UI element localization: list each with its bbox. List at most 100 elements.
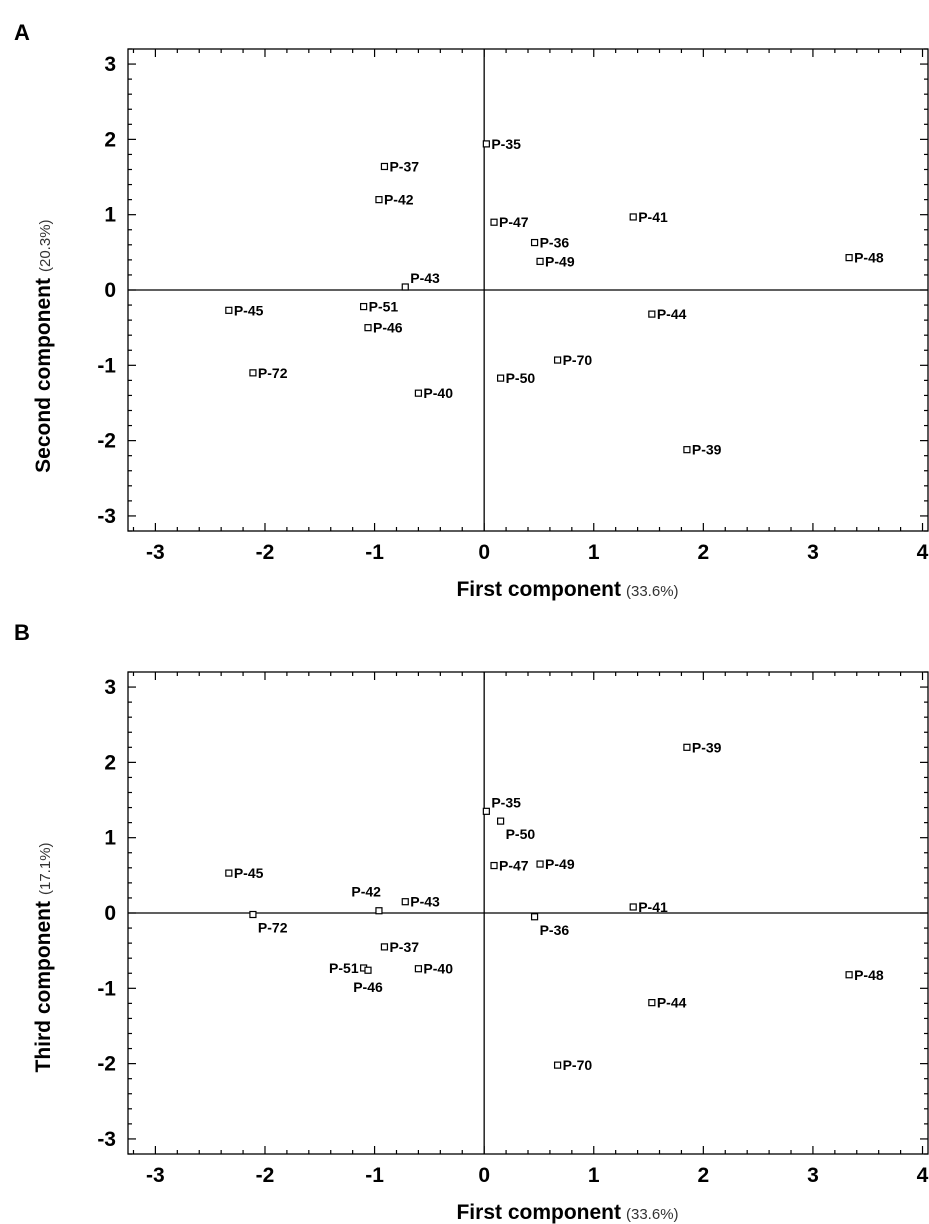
y-tick-label: -2 xyxy=(97,430,116,453)
point-label-p-35: P-35 xyxy=(491,794,521,810)
y-tick-label: -2 xyxy=(97,1053,116,1076)
y-tick-label: 2 xyxy=(104,128,116,151)
panel-letter-b: B xyxy=(14,620,30,645)
panel-letter-a: A xyxy=(14,20,30,45)
y-axis-pct-a: (20.3%) xyxy=(37,219,54,272)
data-point-p-70 xyxy=(553,356,562,364)
point-label-p-41: P-41 xyxy=(638,899,668,915)
data-point-p-36 xyxy=(530,238,539,247)
point-label-p-37: P-37 xyxy=(389,939,419,955)
point-label-p-39: P-39 xyxy=(692,739,722,755)
point-label-p-41: P-41 xyxy=(638,209,668,225)
point-label-p-72: P-72 xyxy=(258,365,288,381)
y-tick-label: 3 xyxy=(104,53,116,76)
point-label-p-45: P-45 xyxy=(234,865,264,881)
data-point-p-41 xyxy=(629,213,637,221)
data-point-p-48 xyxy=(845,254,853,262)
point-label-p-39: P-39 xyxy=(692,442,722,458)
point-label-p-46: P-46 xyxy=(353,979,383,995)
y-tick-label: 1 xyxy=(104,204,116,227)
point-label-p-44: P-44 xyxy=(657,306,687,322)
data-point-p-44 xyxy=(648,310,656,318)
point-label-p-43: P-43 xyxy=(410,270,440,286)
point-label-p-36: P-36 xyxy=(540,922,570,938)
y-axis-pct-b: (17.1%) xyxy=(37,842,54,895)
data-point-p-35 xyxy=(482,807,490,815)
ticks-b: -3 -2 -1 0 1 2 3 4 -3 -2 -1 0 1 2 3 xyxy=(97,671,929,1187)
x-tick-label: 3 xyxy=(807,541,819,564)
x-tick-label: 3 xyxy=(807,1164,819,1187)
data-point-p-46 xyxy=(364,324,372,332)
point-label-p-51: P-51 xyxy=(329,960,359,976)
data-point-p-47 xyxy=(490,861,498,870)
point-label-p-42: P-42 xyxy=(384,192,414,208)
data-point-p-45 xyxy=(225,869,233,877)
x-tick-label: 1 xyxy=(588,541,600,564)
data-point-p-70 xyxy=(553,1061,562,1069)
data-point-p-51 xyxy=(360,302,368,311)
point-label-p-46: P-46 xyxy=(373,320,403,336)
data-point-p-72 xyxy=(249,910,257,919)
data-point-p-44 xyxy=(648,999,656,1007)
x-tick-label: -3 xyxy=(146,541,165,564)
data-point-p-40 xyxy=(414,965,423,973)
y-tick-label: -1 xyxy=(97,354,116,377)
x-tick-label: 4 xyxy=(917,1164,929,1187)
point-label-p-44: P-44 xyxy=(657,995,687,1011)
y-tick-label: -1 xyxy=(97,977,116,1000)
x-tick-label: 1 xyxy=(588,1164,600,1187)
x-axis-pct-b: (33.6%) xyxy=(626,1206,679,1223)
point-label-p-40: P-40 xyxy=(423,961,453,977)
x-tick-label: -1 xyxy=(365,1164,384,1187)
point-label-p-42: P-42 xyxy=(351,884,381,900)
x-axis-title-a: First component xyxy=(456,578,621,601)
y-tick-label: 0 xyxy=(104,279,116,302)
point-label-p-47: P-47 xyxy=(499,214,529,230)
x-tick-label: 2 xyxy=(697,1164,709,1187)
point-label-p-51: P-51 xyxy=(369,299,399,315)
data-point-p-46 xyxy=(364,966,372,974)
data-point-p-43 xyxy=(401,898,409,906)
data-point-p-43 xyxy=(401,283,409,291)
data-point-p-50 xyxy=(497,817,505,825)
point-label-p-48: P-48 xyxy=(854,967,884,983)
x-tick-label: 0 xyxy=(478,1164,490,1187)
point-label-p-50: P-50 xyxy=(506,370,536,386)
data-point-p-35 xyxy=(482,140,490,148)
data-point-p-49 xyxy=(536,257,544,265)
y-tick-label: -3 xyxy=(97,1128,116,1151)
y-axis-title-group-a: Second component (20.3%) xyxy=(32,219,55,472)
x-tick-label: 2 xyxy=(697,541,709,564)
point-label-p-72: P-72 xyxy=(258,920,288,936)
panel-b: B -3 -2 -1 0 1 2 3 4 -3 -2 -1 0 1 2 3 P-39 P-35 P-50 P-47… xyxy=(14,620,929,1224)
y-axis-title-b: Third component xyxy=(32,901,55,1073)
x-tick-label: -1 xyxy=(365,541,384,564)
data-point-p-41 xyxy=(629,903,637,911)
ticks-a: -3 -2 -1 0 1 2 3 4 -3 -2 -1 0 1 2 3 xyxy=(97,48,929,564)
y-tick-label: -3 xyxy=(97,505,116,528)
point-label-p-48: P-48 xyxy=(854,250,884,266)
data-point-p-48 xyxy=(845,971,853,979)
y-tick-label: 0 xyxy=(104,902,116,925)
data-point-p-49 xyxy=(536,860,544,868)
x-tick-label: 4 xyxy=(917,541,929,564)
data-point-p-37 xyxy=(380,162,389,171)
point-label-p-70: P-70 xyxy=(563,352,593,368)
y-tick-label: 1 xyxy=(104,827,116,850)
data-point-p-36 xyxy=(530,913,539,921)
point-label-p-37: P-37 xyxy=(389,158,419,174)
point-label-p-45: P-45 xyxy=(234,302,264,318)
panel-a: A -3 -2 -1 0 1 2 3 4 -3 -2 -1 0 1 2 3 P-35 P-37 P-42 P-47… xyxy=(14,20,929,601)
data-point-p-45 xyxy=(225,306,233,314)
x-tick-label: -2 xyxy=(256,1164,275,1187)
y-axis-title-group-b: Third component (17.1%) xyxy=(32,842,55,1072)
point-label-p-47: P-47 xyxy=(499,858,529,874)
point-label-p-49: P-49 xyxy=(545,856,575,872)
points-a: P-35 P-37 P-42 P-47 P-41 P-36 P-49 P-48 P-43 P-45… xyxy=(225,136,884,458)
x-tick-label: -3 xyxy=(146,1164,165,1187)
point-label-p-35: P-35 xyxy=(491,136,521,152)
x-axis-pct-a: (33.6%) xyxy=(626,583,679,600)
data-point-p-42 xyxy=(375,907,383,915)
point-label-p-43: P-43 xyxy=(410,894,440,910)
